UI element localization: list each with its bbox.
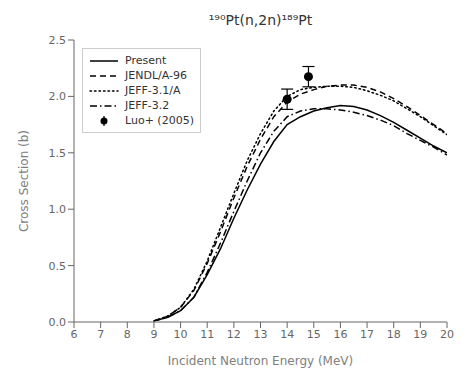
svg-text:20: 20: [440, 328, 454, 341]
svg-text:17: 17: [360, 328, 374, 341]
svg-text:14: 14: [280, 328, 294, 341]
svg-text:Incident Neutron Energy (MeV): Incident Neutron Energy (MeV): [168, 354, 353, 368]
svg-text:9: 9: [150, 328, 157, 341]
svg-text:1.0: 1.0: [49, 203, 67, 216]
html-text:JEFF-3.1/A: JEFF-3.1/A: [125, 84, 181, 97]
svg-text:18: 18: [387, 328, 401, 341]
html-text:Present: Present: [125, 54, 167, 67]
svg-text:16: 16: [333, 328, 347, 341]
svg-text:1.5: 1.5: [49, 147, 67, 160]
svg-text:0.5: 0.5: [49, 260, 67, 273]
svg-text:8: 8: [124, 328, 131, 341]
svg-text:13: 13: [254, 328, 268, 341]
html-text:¹⁹⁰Pt(n,2n)¹⁸⁹Pt: ¹⁹⁰Pt(n,2n)¹⁸⁹Pt: [208, 12, 313, 28]
svg-text:Cross Section (b): Cross Section (b): [17, 130, 31, 232]
svg-text:15: 15: [307, 328, 321, 341]
svg-text:7: 7: [97, 328, 104, 341]
svg-text:6: 6: [71, 328, 78, 341]
svg-text:11: 11: [200, 328, 214, 341]
html-text:Luo+ (2005): Luo+ (2005): [125, 114, 194, 127]
html-text:JENDL/A-96: JENDL/A-96: [125, 69, 187, 82]
html-text:JEFF-3.2: JEFF-3.2: [125, 99, 170, 112]
svg-text:19: 19: [413, 328, 427, 341]
svg-text:12: 12: [227, 328, 241, 341]
svg-text:2.5: 2.5: [49, 34, 67, 47]
svg-text:10: 10: [174, 328, 188, 341]
svg-text:0.0: 0.0: [49, 316, 67, 329]
svg-text:2.0: 2.0: [49, 90, 67, 103]
